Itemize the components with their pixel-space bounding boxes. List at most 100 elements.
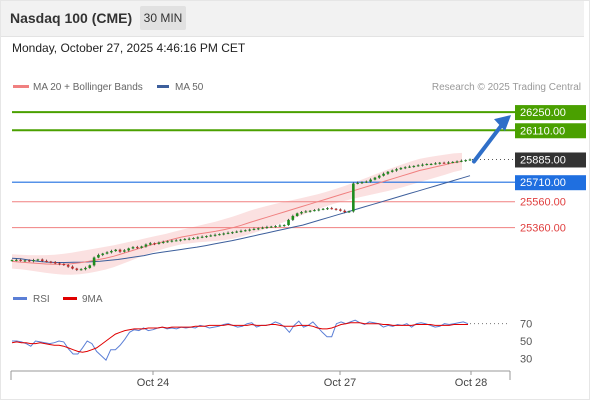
candle-body: [304, 211, 308, 213]
candle-body: [460, 160, 463, 162]
candle-body: [334, 208, 338, 210]
candle-body: [455, 161, 459, 163]
level-label-pivot: 25710.00: [520, 177, 566, 189]
level-tag-target: [515, 105, 586, 121]
candle-body: [183, 239, 187, 241]
legend-label-9ma: 9MA: [82, 294, 103, 305]
candle-body: [58, 263, 61, 265]
legend-swatch-ma50: [157, 85, 169, 88]
candle-body: [161, 241, 165, 243]
candle-body: [300, 212, 303, 214]
candle-body: [244, 230, 247, 232]
candle-body: [256, 228, 260, 230]
candle-body: [412, 165, 416, 167]
candle-body: [278, 225, 282, 227]
candle-body: [261, 227, 264, 229]
instrument-title: Nasdaq 100 (CME): [10, 10, 133, 26]
candle-body: [408, 166, 411, 168]
legend-swatch-9ma: [63, 297, 77, 300]
candle-body: [205, 236, 208, 238]
candle-body: [390, 170, 394, 172]
candle-body: [425, 164, 429, 166]
candle-body: [248, 229, 251, 231]
legend-label-ma20: MA 20 + Bollinger Bands: [33, 82, 143, 93]
candle-body: [226, 232, 230, 234]
candle-body: [179, 239, 182, 241]
candle-body: [213, 234, 217, 236]
candle-body: [282, 225, 286, 227]
candle-body: [434, 163, 437, 165]
level-tag-last: [515, 152, 586, 168]
level-label-support: 25560.00: [520, 197, 566, 209]
rsi-tick-label: 70: [520, 319, 532, 331]
level-tag-pivot: [515, 175, 586, 191]
timeframe-button[interactable]: 30 MIN: [140, 6, 186, 30]
candle-body: [468, 159, 472, 161]
candle-body: [369, 179, 372, 182]
level-label-last: 25885.00: [520, 154, 566, 166]
candle-body: [200, 236, 204, 238]
legend-label-rsi: RSI: [33, 294, 50, 305]
candle-body: [313, 210, 316, 212]
candle-body: [326, 208, 329, 210]
candle-body: [88, 265, 92, 268]
candle-body: [287, 219, 290, 226]
candle-body: [136, 247, 139, 249]
candle-body: [66, 265, 70, 267]
legend-label-ma50: MA 50: [175, 82, 204, 93]
candle-body: [308, 210, 312, 212]
candle-body: [79, 269, 83, 271]
projection-arrow: [472, 120, 506, 164]
candle-body: [421, 164, 424, 166]
candle-body: [187, 238, 191, 240]
x-tick-label: Oct 27: [324, 377, 356, 389]
candle-body: [403, 167, 407, 169]
candle-body: [365, 181, 368, 183]
candle-body: [330, 208, 334, 210]
candle-body: [339, 209, 342, 211]
candle-body: [105, 252, 109, 254]
candle-body: [274, 226, 277, 228]
level-label-support: 25360.00: [520, 223, 566, 235]
candle-body: [53, 262, 57, 264]
ma20-line: [11, 160, 463, 265]
rsi-ma9-line: [11, 322, 468, 353]
candle-body: [442, 162, 446, 164]
rsi-tick-label: 50: [520, 336, 532, 348]
candle-body: [157, 242, 161, 244]
candle-body: [386, 171, 390, 174]
rsi-line: [12, 319, 469, 361]
candle-body: [71, 266, 74, 269]
candle-body: [347, 211, 351, 213]
candle-body: [196, 237, 200, 239]
candle-body: [451, 161, 455, 163]
candle-body: [114, 249, 117, 252]
candle-body: [239, 230, 243, 232]
candle-body: [360, 182, 364, 184]
candle-body: [429, 164, 433, 166]
level-label-target: 26250.00: [520, 107, 566, 119]
candle-body: [295, 213, 299, 216]
candle-body: [464, 160, 467, 162]
candle-body: [97, 254, 100, 258]
candle-body: [153, 243, 156, 245]
candle-body: [317, 209, 321, 211]
legend-swatch-rsi: [13, 297, 27, 300]
candle-body: [218, 234, 221, 236]
x-tick-label: Oct 24: [137, 377, 169, 389]
candle-body: [36, 259, 40, 261]
candle-body: [148, 243, 152, 245]
legend-swatch-ma20: [13, 85, 29, 88]
candle-body: [395, 169, 398, 171]
candle-body: [170, 240, 174, 242]
candle-body: [377, 175, 381, 178]
timestamp: Monday, October 27, 2025 4:46:16 PM CET: [12, 41, 246, 55]
title-bar: Nasdaq 100 (CME) 30 MIN: [0, 0, 584, 37]
candle-body: [382, 173, 385, 176]
candle-body: [269, 226, 273, 228]
x-tick-label: Oct 28: [455, 377, 487, 389]
candle-body: [110, 251, 113, 253]
candle-body: [45, 260, 48, 262]
candle-body: [231, 232, 234, 234]
candle-body: [131, 247, 135, 249]
